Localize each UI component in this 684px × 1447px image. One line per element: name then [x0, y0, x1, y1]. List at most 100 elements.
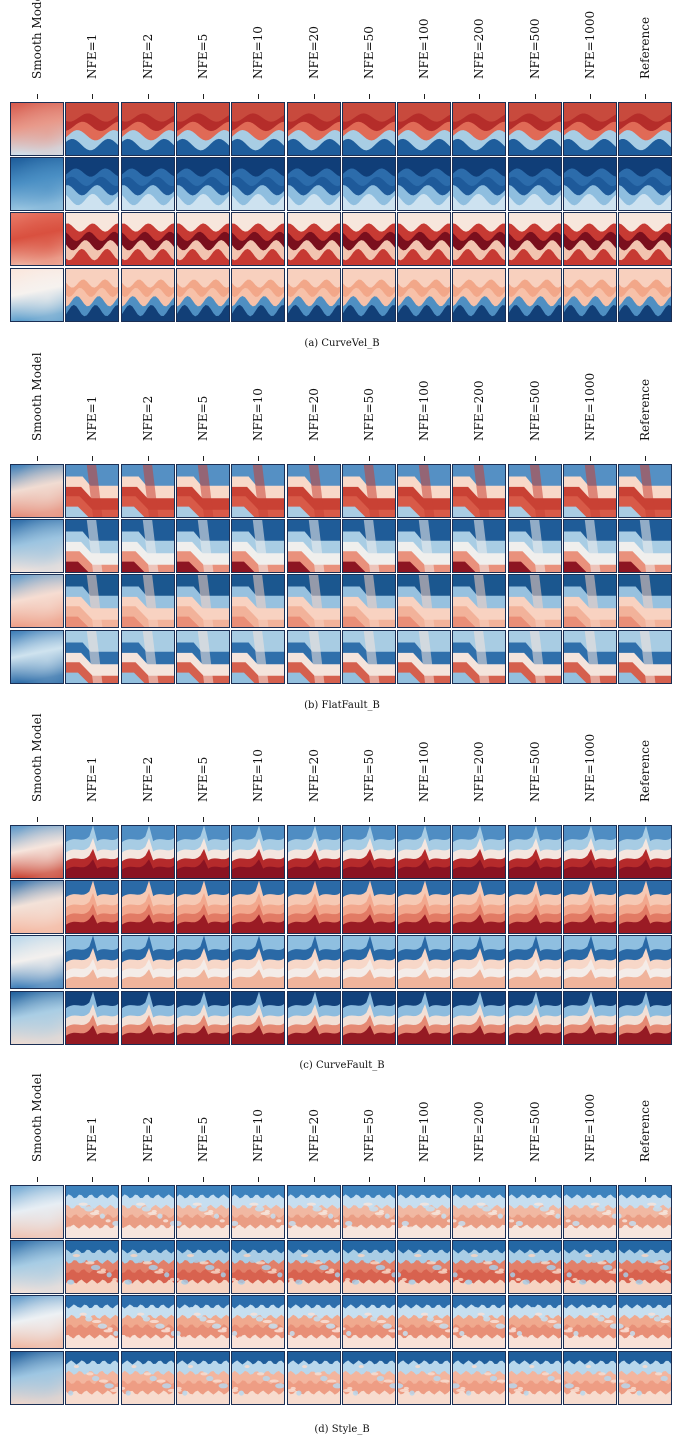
velocity-map	[398, 575, 451, 628]
column-label-slot: NFE=100	[396, 362, 452, 461]
velocity-map	[342, 1186, 395, 1238]
column-tick	[645, 456, 647, 461]
velocity-map	[564, 575, 616, 628]
nfe-sample-tile	[286, 1295, 341, 1350]
column-tick	[424, 94, 426, 99]
reference-tile	[618, 880, 673, 935]
velocity-map	[11, 991, 63, 1044]
nfe-sample-tile	[286, 935, 341, 990]
column-label-slot: NFE=200	[451, 0, 507, 99]
velocity-map	[176, 1296, 229, 1349]
column-label: NFE=500	[527, 1101, 542, 1162]
velocity-map	[508, 826, 561, 878]
velocity-map	[176, 103, 229, 155]
column-label-slot: NFE=500	[507, 0, 563, 99]
velocity-map	[176, 1351, 229, 1404]
column-label-slot: NFE=1000	[562, 723, 618, 822]
velocity-map	[453, 881, 506, 934]
figure-panel: Smooth Model NFE=1 NFE=2 NFE=5 NFE=10 NFE=20 N…	[0, 713, 684, 1076]
nfe-sample-tile	[507, 1295, 562, 1350]
smooth-model-tile	[10, 157, 64, 212]
velocity-map	[508, 158, 561, 211]
velocity-map	[508, 1296, 561, 1349]
column-tick	[313, 1177, 315, 1182]
nfe-sample-tile	[65, 157, 120, 212]
velocity-map	[342, 268, 395, 321]
nfe-sample-tile	[65, 102, 120, 156]
nfe-sample-tile	[563, 1295, 617, 1350]
column-label: NFE=20	[306, 1109, 321, 1162]
nfe-sample-tile	[120, 464, 175, 518]
velocity-map	[287, 520, 340, 573]
nfe-sample-tile	[563, 519, 617, 574]
column-tick	[92, 817, 94, 822]
nfe-sample-tile	[341, 102, 396, 156]
velocity-map	[66, 575, 119, 628]
nfe-sample-tile	[286, 1185, 341, 1239]
column-label: NFE=1	[85, 33, 100, 79]
nfe-sample-tile	[507, 267, 562, 322]
column-label-slot: NFE=1	[64, 362, 120, 461]
column-tick	[424, 817, 426, 822]
nfe-sample-tile	[120, 880, 175, 935]
velocity-map	[66, 1186, 119, 1238]
nfe-sample-tile	[65, 990, 120, 1045]
velocity-map	[619, 826, 672, 878]
velocity-map	[66, 465, 119, 517]
column-label-slot: NFE=20	[286, 723, 342, 822]
velocity-map	[453, 1351, 506, 1404]
velocity-map	[564, 158, 616, 211]
column-label-slot: NFE=5	[175, 362, 231, 461]
nfe-sample-tile	[452, 629, 507, 684]
velocity-map	[66, 1351, 119, 1404]
nfe-sample-tile	[341, 990, 396, 1045]
column-tick	[202, 1177, 204, 1182]
column-label-slot: NFE=10	[230, 362, 286, 461]
velocity-map	[342, 826, 395, 878]
nfe-sample-tile	[341, 574, 396, 629]
column-tick	[313, 817, 315, 822]
column-tick	[424, 1177, 426, 1182]
nfe-sample-tile	[120, 574, 175, 629]
nfe-sample-tile	[120, 1185, 175, 1239]
nfe-sample-tile	[120, 519, 175, 574]
velocity-map	[287, 1186, 340, 1238]
velocity-map	[508, 103, 561, 155]
smooth-model-tile	[10, 212, 64, 267]
velocity-map	[232, 826, 285, 878]
smooth-model-tile	[10, 1295, 64, 1350]
grid-row	[0, 1295, 674, 1350]
nfe-sample-tile	[175, 574, 230, 629]
column-label-slot: NFE=1	[64, 0, 120, 99]
nfe-sample-tile	[341, 825, 396, 879]
velocity-map	[121, 158, 174, 211]
velocity-map	[11, 213, 63, 266]
nfe-sample-tile	[563, 880, 617, 935]
nfe-sample-tile	[452, 464, 507, 518]
column-label-slot: NFE=1	[64, 1083, 120, 1182]
velocity-map	[619, 1296, 672, 1349]
nfe-sample-tile	[231, 102, 286, 156]
column-label: NFE=500	[527, 741, 542, 802]
velocity-map	[232, 575, 285, 628]
nfe-sample-tile	[120, 1295, 175, 1350]
column-label-slot: NFE=50	[341, 362, 397, 461]
smooth-model-tile	[10, 880, 64, 935]
nfe-sample-tile	[120, 825, 175, 879]
reference-tile	[618, 157, 673, 212]
velocity-map	[453, 268, 506, 321]
column-label: Reference	[638, 16, 653, 79]
reference-tile	[618, 574, 673, 629]
figure-panel: Smooth Model NFE=1 NFE=2 NFE=5 NFE=10 NFE=20 N…	[0, 0, 684, 354]
column-label: NFE=100	[417, 380, 432, 441]
velocity-map	[342, 630, 395, 683]
velocity-map	[619, 158, 672, 211]
velocity-map	[508, 936, 561, 989]
nfe-sample-tile	[175, 157, 230, 212]
velocity-map	[564, 991, 616, 1044]
smooth-model-tile	[10, 464, 64, 518]
nfe-sample-tile	[452, 1185, 507, 1239]
nfe-sample-tile	[286, 267, 341, 322]
nfe-sample-tile	[341, 1295, 396, 1350]
nfe-sample-tile	[341, 1240, 396, 1295]
